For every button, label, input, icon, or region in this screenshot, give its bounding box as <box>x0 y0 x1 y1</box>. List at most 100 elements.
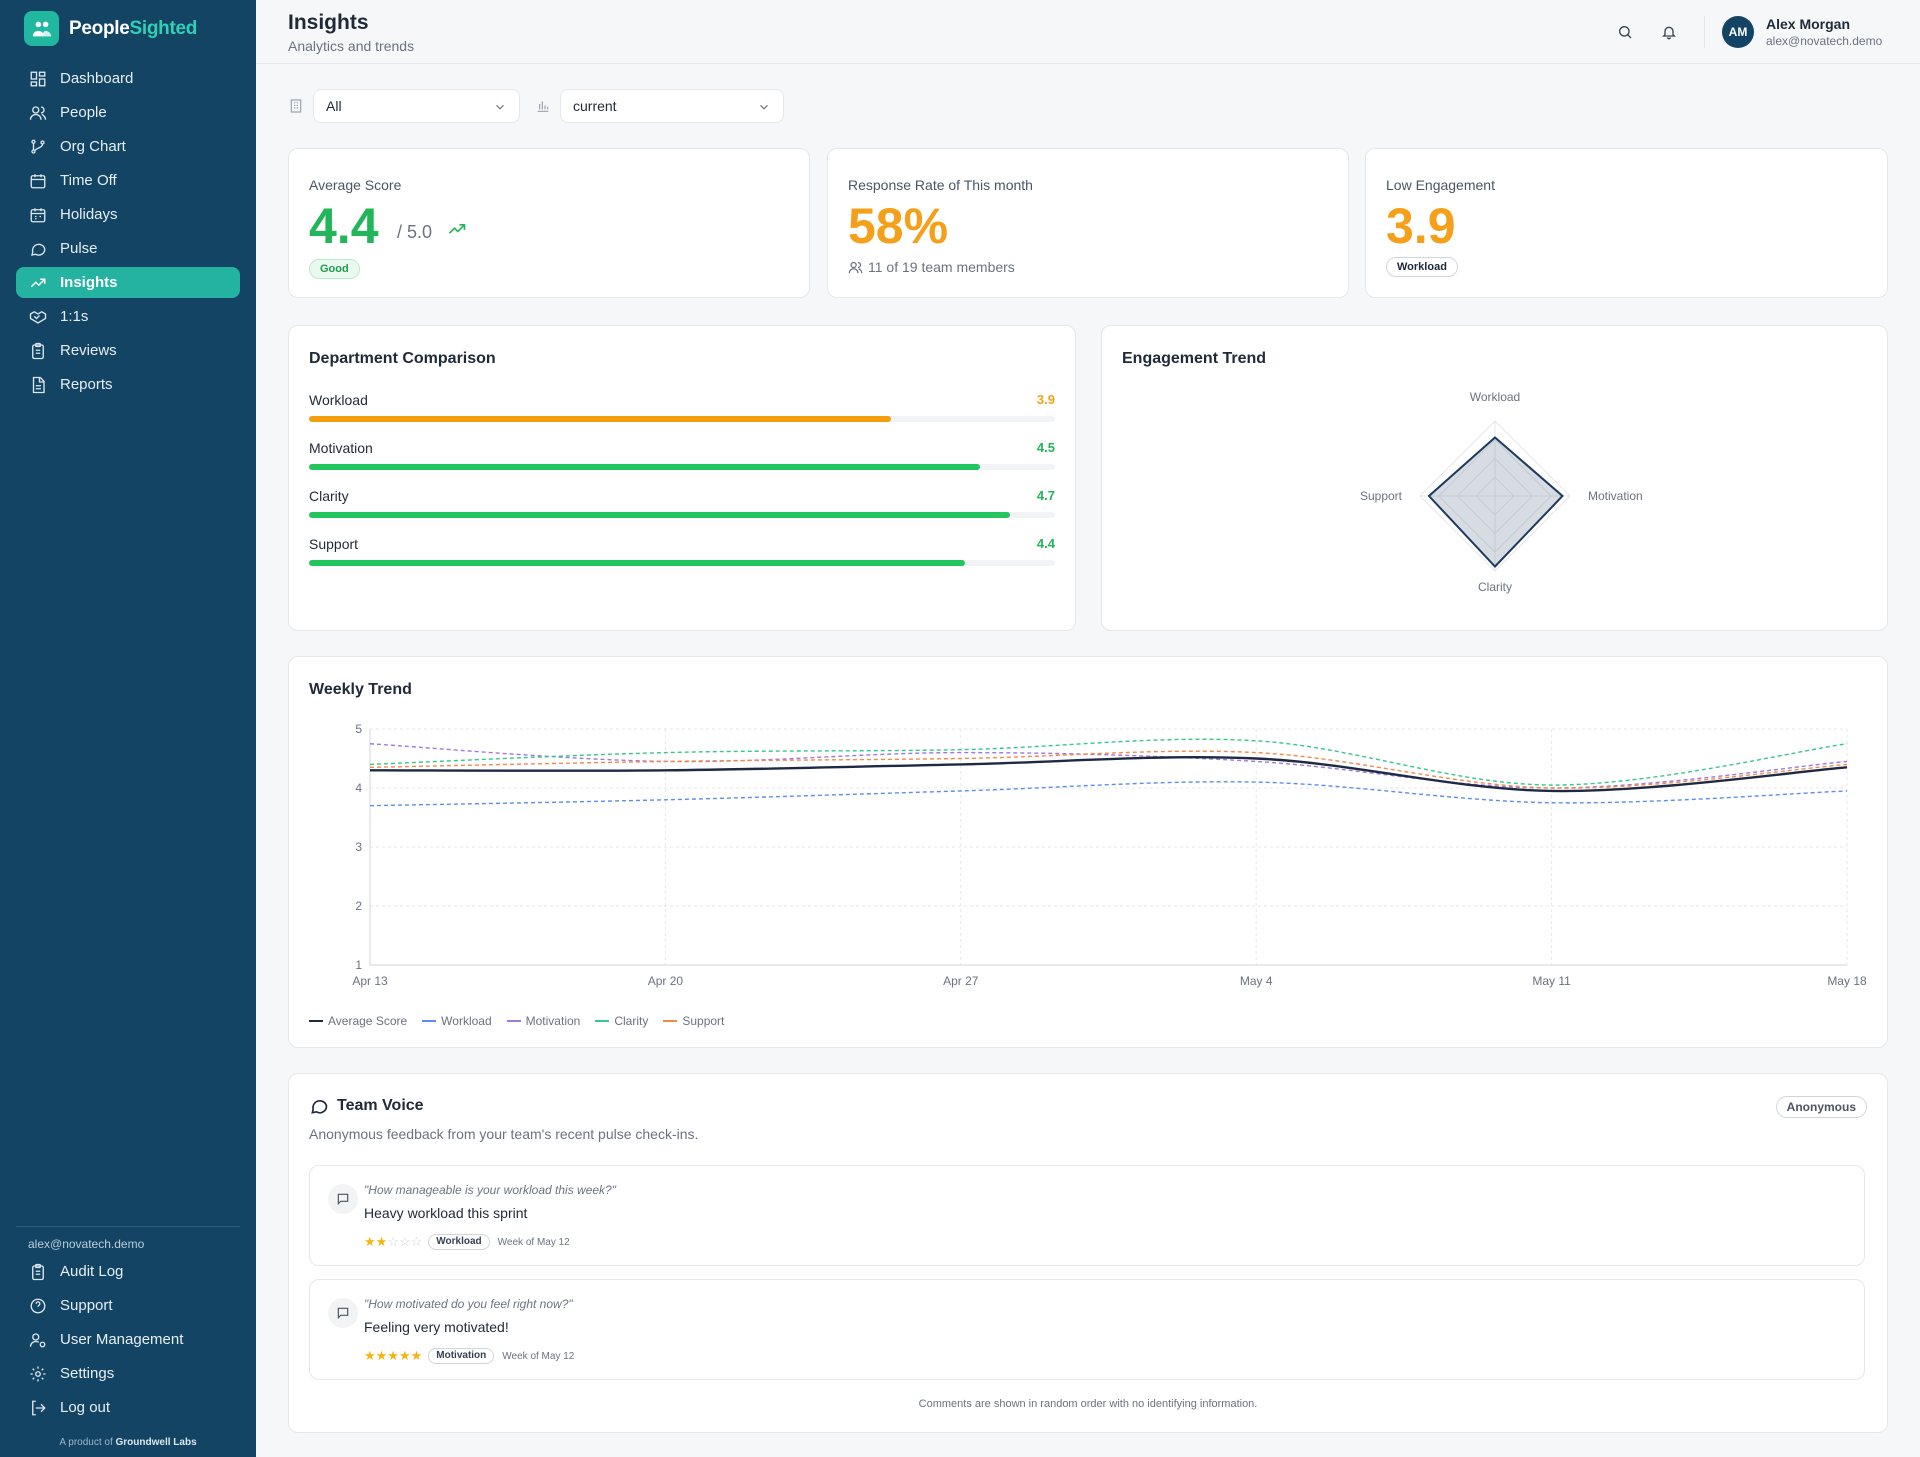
legend-item[interactable]: Average Score <box>309 1014 407 1028</box>
chat-icon <box>28 239 48 259</box>
bar-fill <box>309 512 1011 518</box>
sidebar-item-reviews[interactable]: Reviews <box>16 335 240 366</box>
people-icon <box>848 260 863 275</box>
brand[interactable]: PeopleSighted <box>24 11 197 46</box>
gear-icon <box>28 1364 48 1384</box>
bar-track <box>309 464 1055 470</box>
legend-item[interactable]: Support <box>663 1014 724 1028</box>
card-subtitle: Anonymous feedback from your team's rece… <box>309 1126 699 1142</box>
handshake-icon <box>28 307 48 327</box>
star-rating: ★★★★★ <box>364 1348 422 1364</box>
search-icon[interactable] <box>1615 22 1635 42</box>
comment-text: Heavy workload this sprint <box>364 1205 528 1221</box>
legend-swatch <box>663 1020 678 1022</box>
period-select-value: current <box>573 98 617 114</box>
chart-legend: Average Score Workload Motivation Clarity Su… <box>309 1014 739 1028</box>
user-name[interactable]: Alex Morgan <box>1766 16 1851 32</box>
legend-label: Average Score <box>328 1014 408 1028</box>
sidebar-item-1-1s[interactable]: 1:1s <box>16 301 240 332</box>
radar-axis-label: Workload <box>1470 390 1520 404</box>
legend-label: Motivation <box>525 1014 581 1028</box>
status-badge: Good <box>309 259 360 279</box>
brand-name-part: People <box>69 17 130 39</box>
product-note-prefix: A product of <box>59 1437 113 1448</box>
x-tick-label: Apr 20 <box>648 974 684 988</box>
legend-label: Support <box>682 1014 725 1028</box>
trending-up-icon <box>447 219 467 244</box>
trending-up-icon <box>28 273 48 293</box>
low-engagement-value: 3.9 <box>1386 198 1456 254</box>
sidebar-item-log-out[interactable]: Log out <box>16 1392 240 1423</box>
comment-text: Feeling very motivated! <box>364 1319 509 1335</box>
sidebar-item-support[interactable]: Support <box>16 1290 240 1321</box>
sidebar-item-audit-log[interactable]: Audit Log <box>16 1256 240 1287</box>
legend-item[interactable]: Workload <box>422 1014 492 1028</box>
sidebar-item-time-off[interactable]: Time Off <box>16 165 240 196</box>
sidebar-item-org-chart[interactable]: Org Chart <box>16 131 240 162</box>
sidebar-item-label: Support <box>60 1297 113 1314</box>
comment-item: "How motivated do you feel right now?" F… <box>309 1279 1865 1380</box>
product-note: A product of Groundwell Labs <box>0 1437 256 1448</box>
bar-value: 4.7 <box>1036 488 1055 503</box>
account-email: alex@novatech.demo <box>28 1237 145 1251</box>
brand-name-part: Sighted <box>129 17 198 39</box>
sidebar-item-user-management[interactable]: User Management <box>16 1324 240 1355</box>
response-detail: 11 of 19 team members <box>848 259 1015 275</box>
card-title: Team Voice <box>337 1097 424 1114</box>
sidebar-item-dashboard[interactable]: Dashboard <box>16 63 240 94</box>
comment-tag: Motivation <box>428 1348 495 1364</box>
avatar[interactable]: AM <box>1722 16 1754 48</box>
sidebar-item-holidays[interactable]: Holidays <box>16 199 240 230</box>
main-nav: Dashboard People Org Chart Time Off Holi… <box>16 63 240 403</box>
series-line-motivation <box>369 743 1848 789</box>
sidebar-item-label: Org Chart <box>60 138 126 155</box>
sidebar-item-people[interactable]: People <box>16 97 240 128</box>
sidebar-item-label: Pulse <box>60 240 98 257</box>
legend-swatch <box>595 1020 610 1022</box>
sidebar-item-label: 1:1s <box>60 308 89 325</box>
legend-item[interactable]: Motivation <box>506 1014 581 1028</box>
y-tick-label: 2 <box>355 899 362 913</box>
bar-label: Clarity <box>309 488 349 504</box>
clipboard-icon <box>28 341 48 361</box>
product-note-company: Groundwell Labs <box>115 1437 197 1448</box>
sidebar-item-label: User Management <box>60 1331 184 1348</box>
radar-axis-label: Motivation <box>1588 489 1643 503</box>
radar-axis-label: Support <box>1360 489 1403 503</box>
average-score-suffix: / 5.0 <box>397 222 433 242</box>
sidebar-item-pulse[interactable]: Pulse <box>16 233 240 264</box>
sidebar-divider <box>16 1226 240 1227</box>
calendar-icon <box>28 171 48 191</box>
sidebar-item-settings[interactable]: Settings <box>16 1358 240 1389</box>
comment-question: "How manageable is your workload this we… <box>364 1183 616 1197</box>
bell-icon[interactable] <box>1659 22 1679 42</box>
bar-label: Motivation <box>309 440 373 456</box>
dashboard-icon <box>28 69 48 89</box>
sidebar-item-reports[interactable]: Reports <box>16 369 240 400</box>
series-line-clarity <box>369 738 1848 786</box>
x-tick-label: Apr 27 <box>943 974 979 988</box>
x-tick-label: Apr 13 <box>352 974 388 988</box>
sidebar-item-label: People <box>60 104 107 121</box>
stars-filled: ★★★★★ <box>364 1348 423 1363</box>
star-rating: ★★☆☆☆ <box>364 1234 422 1250</box>
sidebar-item-insights[interactable]: Insights <box>16 267 240 298</box>
card-title: Weekly Trend <box>309 681 412 698</box>
calendar-icon <box>28 205 48 225</box>
series-line-average-score <box>369 756 1848 793</box>
clipboard-icon <box>28 1262 48 1282</box>
department-select[interactable]: All <box>313 89 520 123</box>
period-select[interactable]: current <box>560 89 784 123</box>
sidebar: PeopleSighted Dashboard People Org Chart… <box>0 0 256 1457</box>
response-detail-text: 11 of 19 team members <box>868 259 1015 275</box>
logo-icon <box>24 11 59 46</box>
bar-chart-icon <box>535 98 553 116</box>
sidebar-item-label: Reports <box>60 376 113 393</box>
legend-swatch <box>309 1020 323 1022</box>
sidebar-item-label: Reviews <box>60 342 117 359</box>
comment-question: "How motivated do you feel right now?" <box>364 1297 573 1311</box>
legend-item[interactable]: Clarity <box>595 1014 648 1028</box>
weekly-trend-card: Weekly Trend 1 2 3 4 5 Apr 13 Apr 20 Apr 27 May … <box>288 656 1888 1048</box>
team-voice-card: Team Voice Anonymous feedback from your … <box>288 1073 1888 1433</box>
bar-label: Workload <box>309 392 368 408</box>
